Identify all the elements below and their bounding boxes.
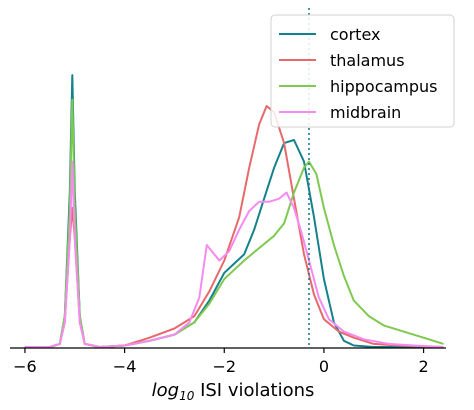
x-tick-label: 0 (319, 357, 329, 376)
x-axis-ticks: −6 −4 −2 0 2 (13, 348, 429, 376)
series-line-thalamus (24, 105, 444, 348)
legend-label-hippocampus: hippocampus (330, 77, 438, 96)
x-tick-label: −6 (13, 357, 37, 376)
series-layer (24, 74, 444, 348)
legend-frame (270, 14, 455, 128)
legend-label-cortex: cortex (330, 25, 380, 44)
x-tick-label: 2 (418, 357, 428, 376)
series-line-cortex (24, 74, 444, 348)
legend-label-midbrain: midbrain (330, 103, 401, 122)
x-axis-label-suffix: ISI violations (194, 380, 314, 401)
legend: cortex thalamus hippocampus midbrain (270, 14, 455, 128)
x-axis-label-prefix: log (152, 380, 179, 401)
x-axis-label-subscript: 10 (179, 389, 195, 403)
legend-label-thalamus: thalamus (330, 51, 405, 70)
series-line-hippocampus (24, 98, 444, 348)
x-axis-label: log10 ISI violations (152, 380, 315, 403)
x-tick-label: −2 (212, 357, 236, 376)
series-line-midbrain (24, 160, 444, 348)
x-tick-label: −4 (113, 357, 137, 376)
